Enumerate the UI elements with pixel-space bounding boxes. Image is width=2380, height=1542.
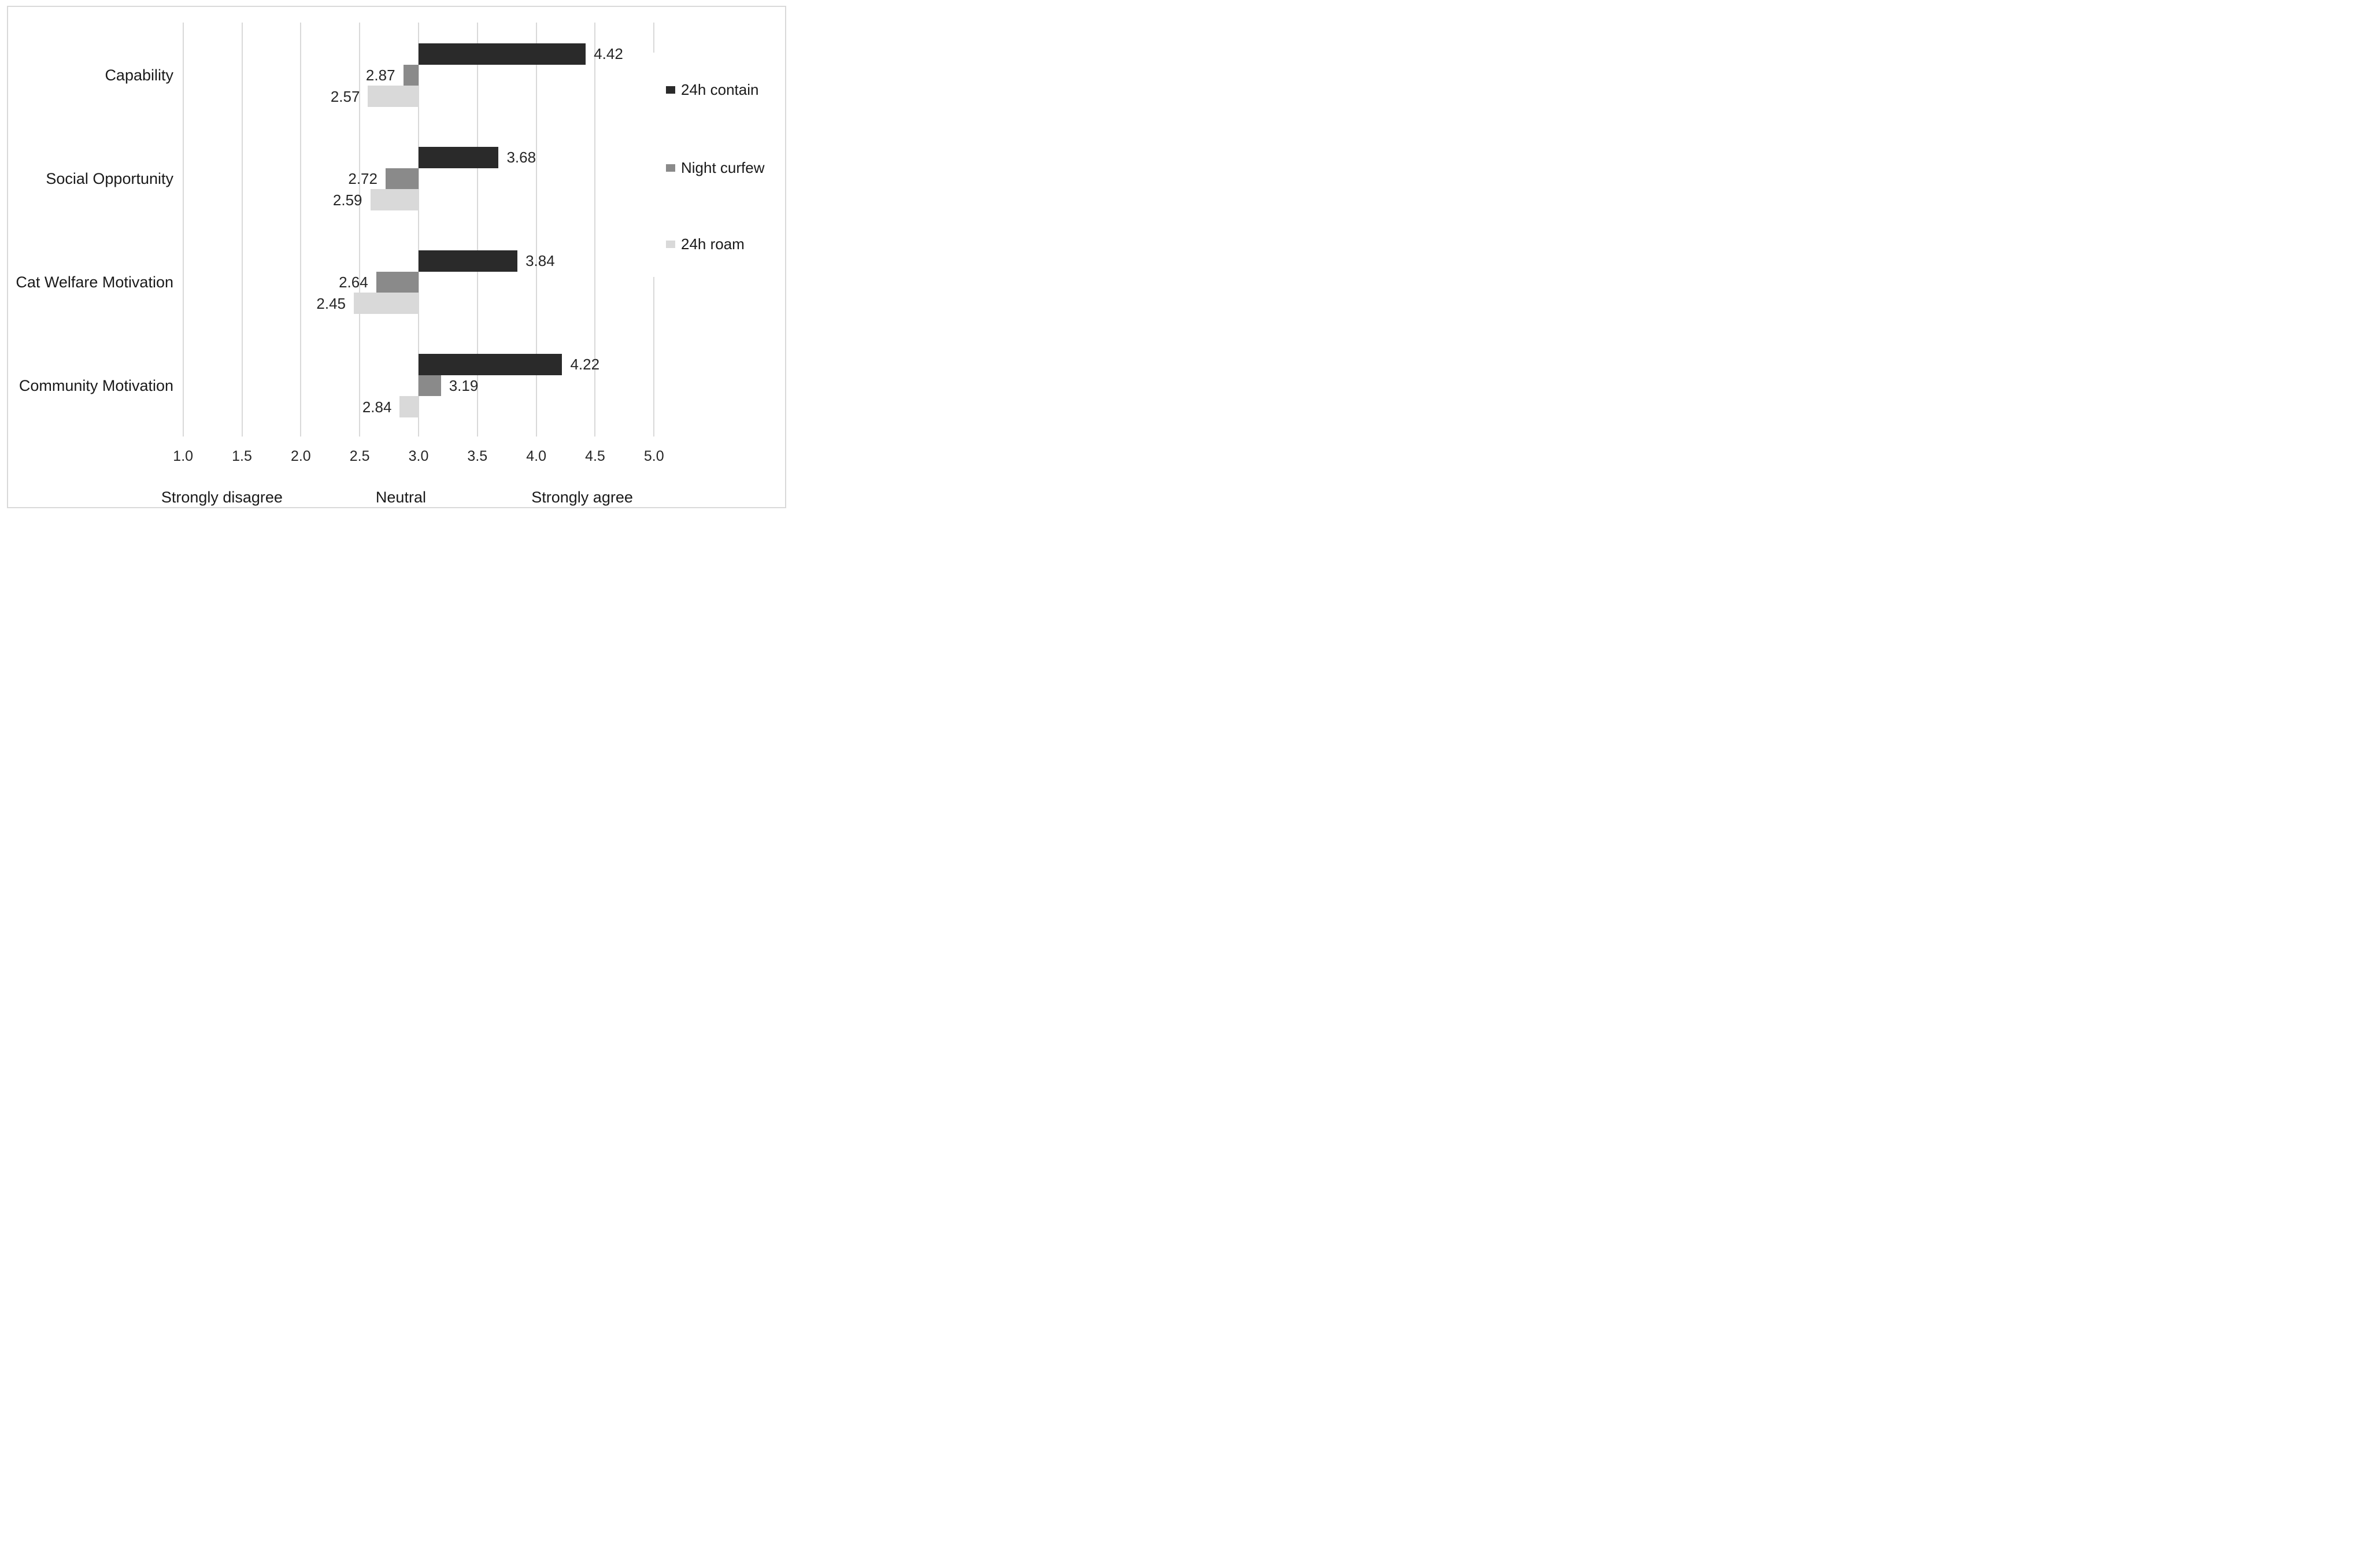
category-label-cat-welfare-motivation: Cat Welfare Motivation <box>16 273 173 291</box>
bar-value-label: 3.19 <box>449 377 479 395</box>
gridline-x-3.0 <box>418 23 419 437</box>
legend-label: Night curfew <box>681 159 765 176</box>
bar-value-label: 3.84 <box>525 252 555 270</box>
category-label-community-motivation: Community Motivation <box>18 377 173 395</box>
bar-24h-roam-community-motivation <box>399 396 419 418</box>
bar-24h-contain-social-opportunity <box>419 147 499 168</box>
bar-value-label: 2.59 <box>332 191 362 209</box>
bar-value-label: 2.45 <box>316 294 346 312</box>
bar-24h-roam-capability <box>368 86 419 108</box>
bar-24h-contain-cat-welfare-motivation <box>419 250 518 272</box>
bar-value-label: 4.22 <box>570 356 600 374</box>
x-axis-annotation-strongly-disagree: Strongly disagree <box>161 489 283 506</box>
bar-chart-figure: 4.42 2.87 2.57 Capability 3.68 2.72 2.59 Social… <box>0 0 793 514</box>
x-tick-label-4.0: 4.0 <box>526 448 547 464</box>
x-tick-label-4.5: 4.5 <box>585 448 605 464</box>
gridline-x-1.0 <box>182 23 184 437</box>
legend-item-24h-contain: 24h contain <box>666 81 758 98</box>
gridline-x-4.5 <box>594 23 596 437</box>
legend-item-24h-roam: 24h roam <box>666 235 745 253</box>
x-tick-label-3.0: 3.0 <box>408 448 429 464</box>
legend-item-night-curfew: Night curfew <box>666 159 765 176</box>
bar-night-curfew-capability <box>403 64 419 86</box>
category-label-capability: Capability <box>105 66 173 84</box>
x-tick-label-3.5: 3.5 <box>467 448 488 464</box>
gridline-x-2.5 <box>359 23 361 437</box>
bar-value-label: 2.87 <box>365 66 395 84</box>
legend: 24h contain Night curfew 24h roam <box>646 53 784 277</box>
bar-24h-contain-capability <box>419 43 586 65</box>
bar-value-label: 2.72 <box>348 170 377 188</box>
gridline-x-4.0 <box>535 23 537 437</box>
x-axis-annotation-neutral: Neutral <box>375 489 426 506</box>
bar-24h-roam-social-opportunity <box>370 189 419 211</box>
bar-night-curfew-social-opportunity <box>385 168 419 190</box>
bar-value-label: 2.64 <box>339 273 368 291</box>
bar-night-curfew-community-motivation <box>419 375 441 397</box>
x-tick-label-2.5: 2.5 <box>349 448 370 464</box>
bar-value-label: 2.57 <box>330 87 360 105</box>
gridline-x-1.5 <box>241 23 243 437</box>
bar-value-label: 4.42 <box>594 45 623 63</box>
legend-swatch-icon <box>666 240 675 248</box>
x-tick-label-1.5: 1.5 <box>232 448 252 464</box>
x-tick-label-5.0: 5.0 <box>643 448 664 464</box>
legend-label: 24h contain <box>681 81 759 98</box>
x-tick-label-1.0: 1.0 <box>173 448 194 464</box>
legend-label: 24h roam <box>681 235 745 253</box>
gridline-x-2.0 <box>300 23 302 437</box>
x-axis-annotation-strongly-agree: Strongly agree <box>531 489 633 506</box>
bar-24h-roam-cat-welfare-motivation <box>353 293 419 315</box>
legend-swatch-icon <box>666 86 675 94</box>
bar-night-curfew-cat-welfare-motivation <box>376 271 419 293</box>
bar-value-label: 3.68 <box>506 149 536 167</box>
legend-swatch-icon <box>666 164 675 172</box>
bar-24h-contain-community-motivation <box>419 354 562 375</box>
gridline-x-3.5 <box>476 23 478 437</box>
bar-value-label: 2.84 <box>362 398 392 416</box>
category-label-social-opportunity: Social Opportunity <box>46 170 173 188</box>
x-tick-label-2.0: 2.0 <box>290 448 311 464</box>
